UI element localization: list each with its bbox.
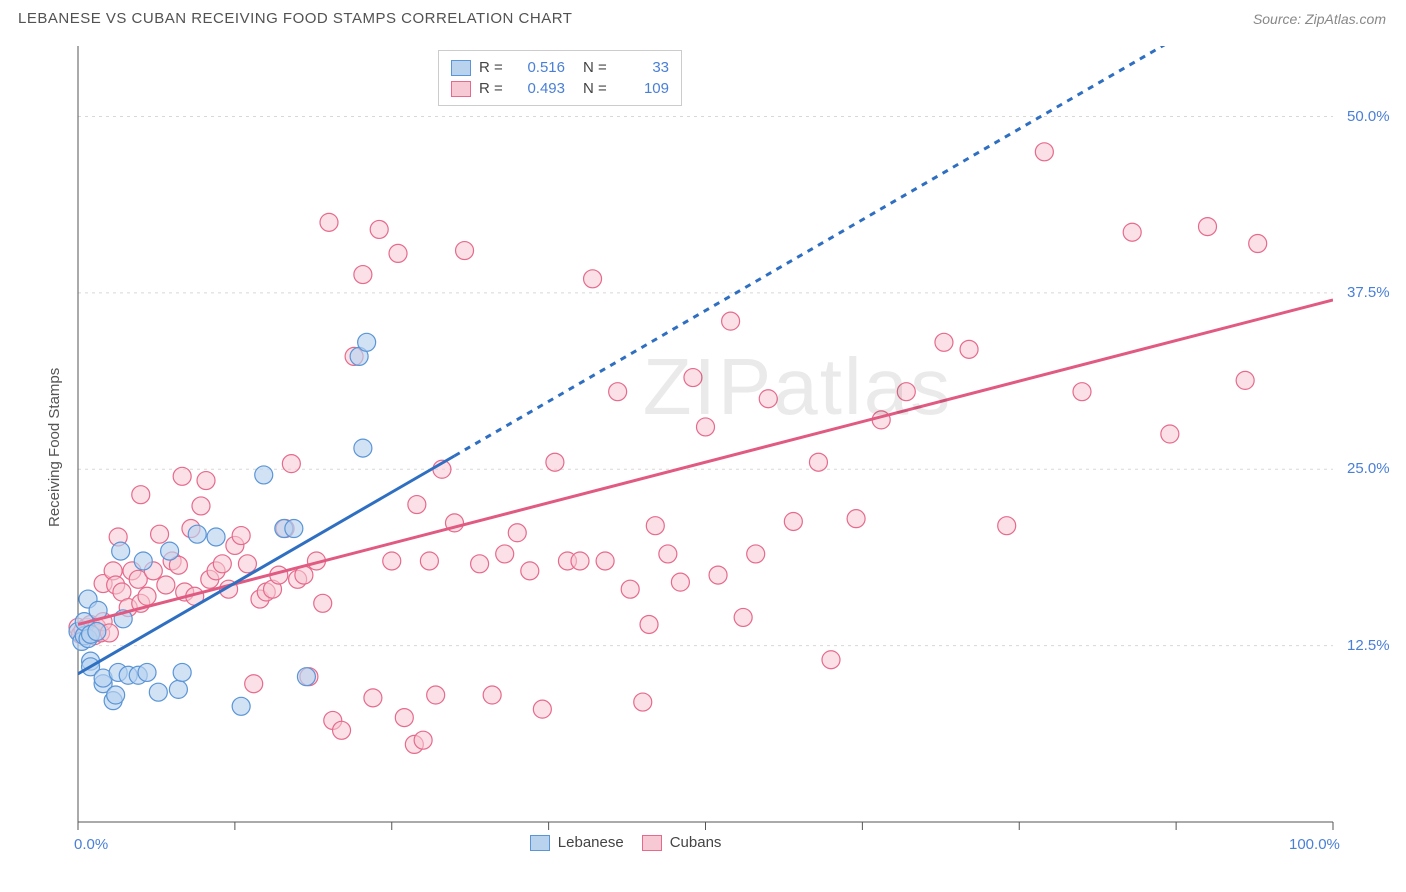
source-name: ZipAtlas.com: [1305, 11, 1386, 27]
r-value-cubans: 0.493: [515, 80, 565, 97]
swatch-lebanese: [530, 835, 550, 851]
swatch-lebanese: [451, 60, 471, 76]
r-label: R =: [479, 80, 507, 97]
y-tick-label: 25.0%: [1347, 460, 1390, 477]
n-value-cubans: 109: [619, 80, 669, 97]
series-label-cubans: Cubans: [670, 834, 722, 851]
legend-row-lebanese: R = 0.516 N = 33: [451, 57, 669, 78]
r-value-lebanese: 0.516: [515, 59, 565, 76]
series-legend: Lebanese Cubans: [530, 834, 722, 851]
n-label: N =: [583, 80, 611, 97]
y-tick-label: 50.0%: [1347, 108, 1390, 125]
series-label-lebanese: Lebanese: [558, 834, 624, 851]
swatch-cubans: [642, 835, 662, 851]
correlation-legend: R = 0.516 N = 33 R = 0.493 N = 109: [438, 50, 682, 106]
legend-item-cubans: Cubans: [642, 834, 722, 851]
legend-item-lebanese: Lebanese: [530, 834, 624, 851]
y-tick-label: 12.5%: [1347, 637, 1390, 654]
swatch-cubans: [451, 81, 471, 97]
source-prefix: Source:: [1253, 11, 1305, 27]
chart-title: LEBANESE VS CUBAN RECEIVING FOOD STAMPS …: [18, 10, 572, 27]
scatter-chart-svg: [18, 38, 1388, 868]
legend-row-cubans: R = 0.493 N = 109: [451, 78, 669, 99]
y-tick-label: 37.5%: [1347, 284, 1390, 301]
x-axis-min-label: 0.0%: [74, 836, 108, 853]
n-value-lebanese: 33: [619, 59, 669, 76]
n-label: N =: [583, 59, 611, 76]
y-axis-label: Receiving Food Stamps: [46, 368, 63, 527]
chart-container: Receiving Food Stamps ZIPatlas R =0.516N…: [18, 38, 1388, 868]
source-attribution: Source: ZipAtlas.com: [1253, 11, 1386, 27]
r-label: R =: [479, 59, 507, 76]
x-axis-max-label: 100.0%: [1289, 836, 1340, 853]
